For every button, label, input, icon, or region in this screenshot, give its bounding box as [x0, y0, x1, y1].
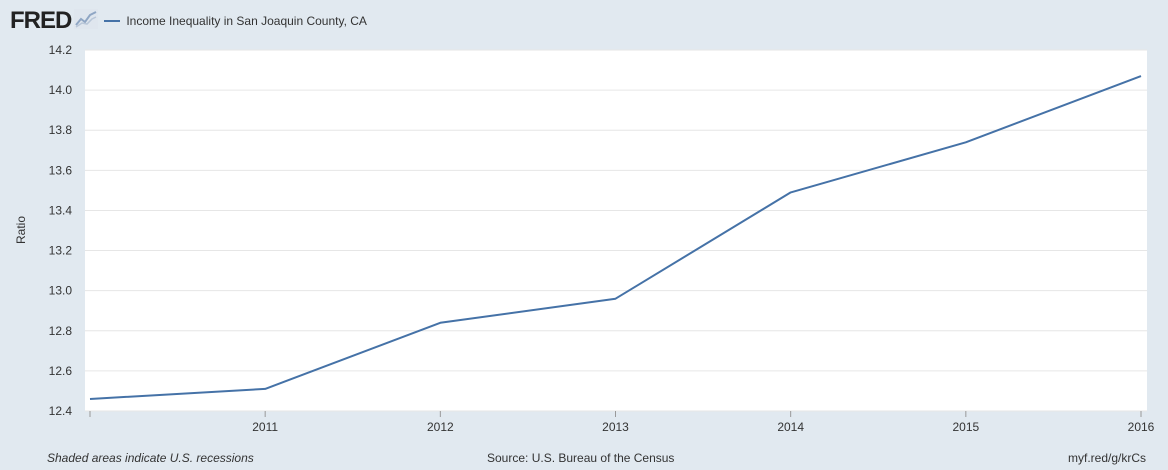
series-group	[86, 72, 1145, 403]
y-axis-label: Ratio	[14, 216, 28, 244]
x-tick-label: 2016	[1128, 420, 1155, 434]
y-tick-label: 13.0	[49, 284, 73, 298]
x-tick-label: 2011	[252, 420, 278, 434]
legend[interactable]: Income Inequality in San Joaquin County,…	[104, 14, 367, 28]
source-text: Source: U.S. Bureau of the Census	[487, 451, 675, 465]
y-tick-label: 13.2	[49, 244, 73, 258]
y-tick-label: 13.8	[49, 123, 73, 137]
x-axis-ticks: 2011 2012 2013 2014 2015 2016	[89, 411, 1155, 434]
legend-swatch	[104, 20, 121, 22]
data-point[interactable]	[436, 319, 444, 327]
x-tick-label: 2014	[777, 420, 804, 434]
grid-lines	[85, 49, 1147, 412]
y-tick-label: 13.6	[49, 163, 73, 177]
y-tick-label: 14.0	[49, 83, 73, 97]
y-axis-ticks: 12.4 12.6 12.8 13.0 13.2 13.4 13.6 13.8 14.0 14.2	[49, 43, 73, 418]
data-point[interactable]	[86, 395, 94, 403]
y-tick-label: 12.8	[49, 324, 73, 338]
series-line[interactable]	[89, 75, 1142, 400]
chart-header: FRED Income Inequality in San Joaquin Co…	[10, 6, 367, 36]
y-tick-label: 12.4	[49, 404, 73, 418]
y-tick-label: 14.2	[49, 43, 73, 57]
data-point[interactable]	[1137, 72, 1145, 80]
plot-area	[85, 50, 1147, 411]
data-point[interactable]	[612, 295, 620, 303]
y-tick-label: 12.6	[49, 364, 73, 378]
data-point[interactable]	[787, 188, 795, 196]
data-point[interactable]	[261, 385, 269, 393]
short-url-link[interactable]: myf.red/g/krCs	[1067, 451, 1146, 465]
fred-logo[interactable]: FRED	[10, 7, 72, 34]
recession-note: Shaded areas indicate U.S. recessions	[47, 451, 254, 465]
data-point[interactable]	[962, 138, 970, 146]
legend-label: Income Inequality in San Joaquin County,…	[126, 14, 367, 28]
x-tick-label: 2013	[602, 420, 629, 434]
x-tick-label: 2012	[427, 420, 454, 434]
line-chart-icon	[74, 8, 99, 34]
x-tick-label: 2015	[952, 420, 979, 434]
y-tick-label: 13.4	[49, 203, 73, 217]
